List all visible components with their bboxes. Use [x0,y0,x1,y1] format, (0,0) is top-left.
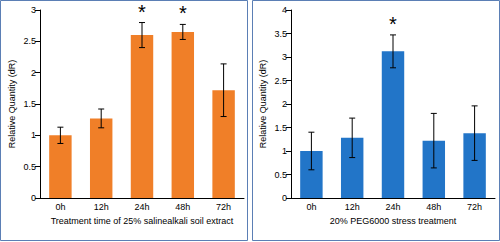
svg-text:3.5: 3.5 [274,29,287,39]
svg-text:48h: 48h [175,202,190,212]
svg-text:12h: 12h [345,202,360,212]
svg-text:72h: 72h [216,202,231,212]
svg-text:2: 2 [31,68,36,78]
svg-text:0.5: 0.5 [23,162,36,172]
svg-text:1: 1 [31,130,36,140]
svg-text:3: 3 [31,5,36,15]
svg-text:4: 4 [282,5,287,15]
svg-text:0: 0 [282,193,287,203]
svg-text:72h: 72h [467,202,482,212]
svg-text:2: 2 [282,99,287,109]
svg-text:3: 3 [282,52,287,62]
svg-text:2.5: 2.5 [274,76,287,86]
svg-text:1.5: 1.5 [274,123,287,133]
svg-text:1: 1 [282,146,287,156]
svg-text:0h: 0h [306,202,316,212]
svg-text:*: * [389,13,397,35]
svg-text:Relative Quantity (dR): Relative Quantity (dR) [7,60,17,149]
svg-text:0: 0 [31,193,36,203]
svg-text:2.5: 2.5 [23,36,36,46]
svg-text:1.5: 1.5 [23,99,36,109]
svg-text:*: * [179,2,187,24]
svg-text:0.5: 0.5 [274,170,287,180]
svg-text:24h: 24h [385,202,400,212]
svg-text:*: * [138,1,146,23]
svg-text:20% PEG6000 stress treatment: 20% PEG6000 stress treatment [330,216,457,226]
svg-text:24h: 24h [134,202,149,212]
svg-text:Relative Quantity (dR): Relative Quantity (dR) [258,60,268,149]
svg-text:0h: 0h [55,202,65,212]
svg-text:48h: 48h [426,202,441,212]
svg-text:12h: 12h [94,202,109,212]
svg-text:Treatment time of 25% salineal: Treatment time of 25% salinealkali soil … [51,216,234,226]
